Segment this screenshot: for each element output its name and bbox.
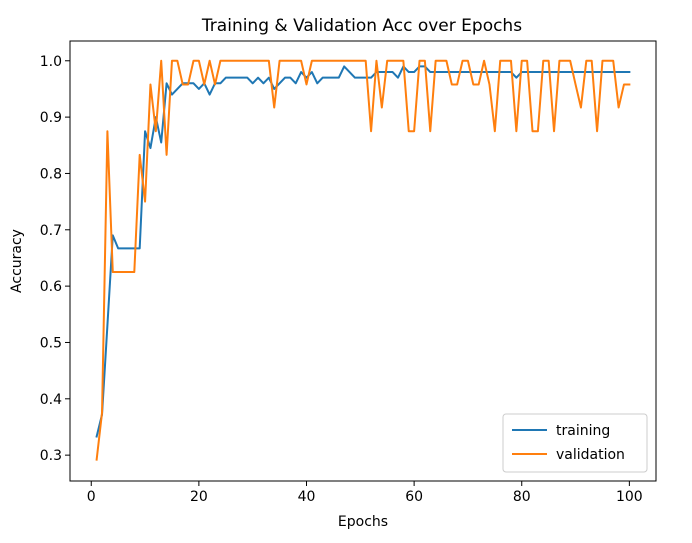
x-tick-label: 0 xyxy=(87,489,96,505)
series-line-training xyxy=(95,65,631,438)
x-tick-label: 60 xyxy=(405,489,423,505)
legend-validation-label: validation xyxy=(556,447,625,463)
y-tick-label: 1.0 xyxy=(40,54,62,70)
x-axis-label: Epochs xyxy=(338,514,388,530)
series-line-validation xyxy=(95,59,631,461)
legend-training-label: training xyxy=(556,423,610,439)
y-tick-label: 0.8 xyxy=(40,166,62,182)
y-tick-label: 0.4 xyxy=(40,392,62,408)
y-tick-label: 0.5 xyxy=(40,335,62,351)
chart-title: Training & Validation Acc over Epochs xyxy=(201,16,522,36)
y-tick-label: 0.7 xyxy=(40,223,62,239)
x-tick-label: 100 xyxy=(616,489,643,505)
plot-area xyxy=(69,40,657,482)
legend: training validation xyxy=(502,413,648,473)
y-tick-label: 0.9 xyxy=(40,110,62,126)
x-tick-label: 80 xyxy=(513,489,531,505)
series-layer xyxy=(95,59,631,461)
y-tick-label: 0.3 xyxy=(40,448,62,464)
x-tick-label: 40 xyxy=(298,489,316,505)
y-tick-label: 0.6 xyxy=(40,279,62,295)
legend-box xyxy=(502,413,648,473)
y-axis-ticks: 0.3 0.4 0.5 0.6 0.7 0.8 0.9 1.0 xyxy=(40,54,70,464)
y-axis-label: Accuracy xyxy=(9,229,25,293)
plot-frame xyxy=(69,40,657,482)
x-axis-ticks: 0 20 40 60 80 100 xyxy=(87,481,643,505)
plot-background xyxy=(70,41,656,481)
x-tick-label: 20 xyxy=(190,489,208,505)
